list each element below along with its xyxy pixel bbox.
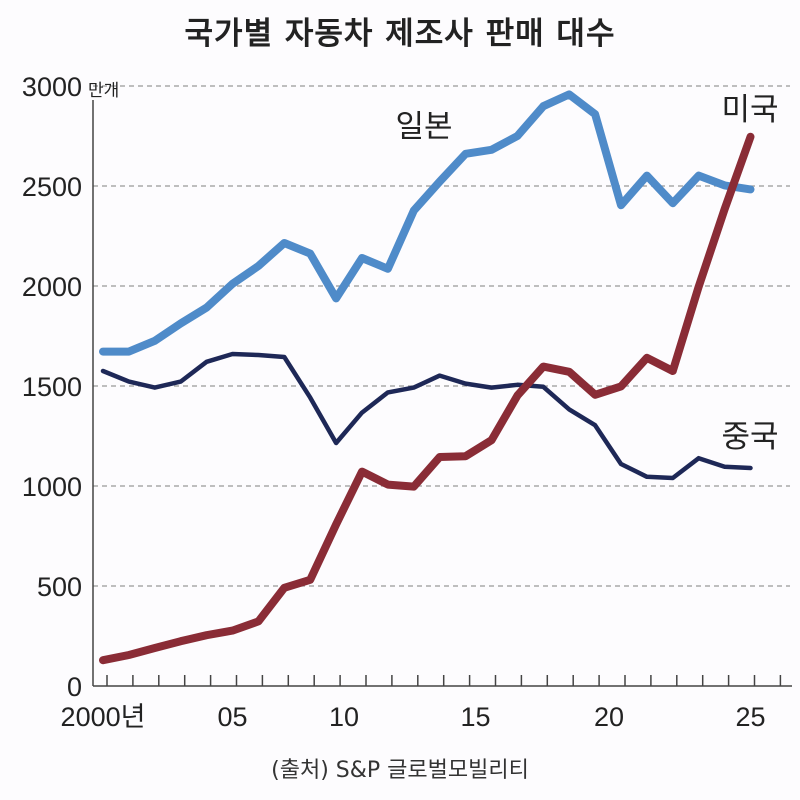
x-tick-label: 15 <box>460 702 490 732</box>
x-tick-label: 05 <box>217 702 247 732</box>
y-unit-label: 만개 <box>88 81 119 101</box>
series-line-0 <box>99 90 755 356</box>
y-tick-label: 1000 <box>22 472 82 502</box>
y-tick-label: 2500 <box>22 172 82 202</box>
y-tick-label: 0 <box>67 672 82 702</box>
x-tick-label: 2000년 <box>61 702 146 732</box>
x-tick-label: 25 <box>735 702 765 732</box>
y-tick-label: 1500 <box>22 372 82 402</box>
x-tick-label: 10 <box>329 702 359 732</box>
y-tick-label: 500 <box>37 572 82 602</box>
x-tick-label: 20 <box>594 702 624 732</box>
chart-title: 국가별 자동차 제조사 판매 대수 <box>184 16 616 52</box>
series-line-1 <box>100 351 753 481</box>
series-label: 일본 <box>395 109 452 145</box>
series-line-2 <box>99 132 755 665</box>
series-label: 중국 <box>721 419 778 455</box>
series-label: 미국 <box>721 92 778 128</box>
y-tick-label: 3000 <box>22 72 82 102</box>
source-note: (출처) S&P 글로벌모빌리티 <box>271 758 529 783</box>
y-tick-label: 2000 <box>22 272 82 302</box>
